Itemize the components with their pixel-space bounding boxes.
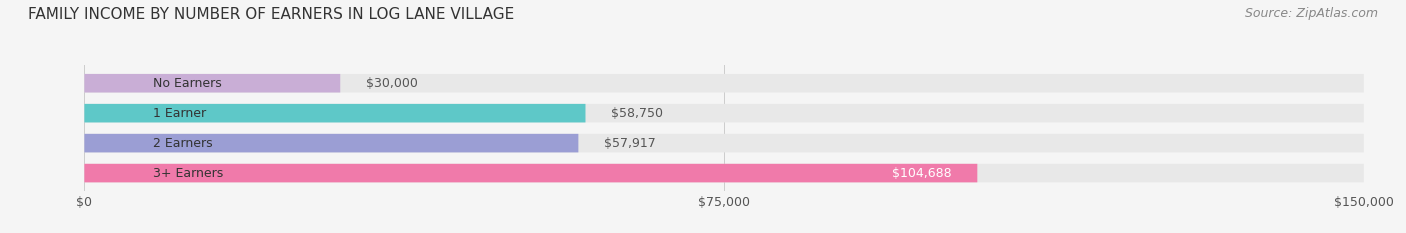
FancyBboxPatch shape (84, 104, 585, 123)
FancyBboxPatch shape (84, 164, 977, 182)
FancyBboxPatch shape (84, 104, 1364, 123)
Text: $30,000: $30,000 (366, 77, 418, 90)
Text: $58,750: $58,750 (612, 107, 664, 120)
Text: $57,917: $57,917 (605, 137, 655, 150)
Text: $104,688: $104,688 (891, 167, 952, 180)
Text: 1 Earner: 1 Earner (153, 107, 205, 120)
FancyBboxPatch shape (84, 164, 1364, 182)
FancyBboxPatch shape (84, 74, 1364, 93)
Text: 3+ Earners: 3+ Earners (153, 167, 222, 180)
FancyBboxPatch shape (84, 134, 1364, 152)
Text: No Earners: No Earners (153, 77, 221, 90)
Text: 2 Earners: 2 Earners (153, 137, 212, 150)
FancyBboxPatch shape (84, 134, 578, 152)
Text: Source: ZipAtlas.com: Source: ZipAtlas.com (1244, 7, 1378, 20)
FancyBboxPatch shape (84, 74, 340, 93)
Text: FAMILY INCOME BY NUMBER OF EARNERS IN LOG LANE VILLAGE: FAMILY INCOME BY NUMBER OF EARNERS IN LO… (28, 7, 515, 22)
